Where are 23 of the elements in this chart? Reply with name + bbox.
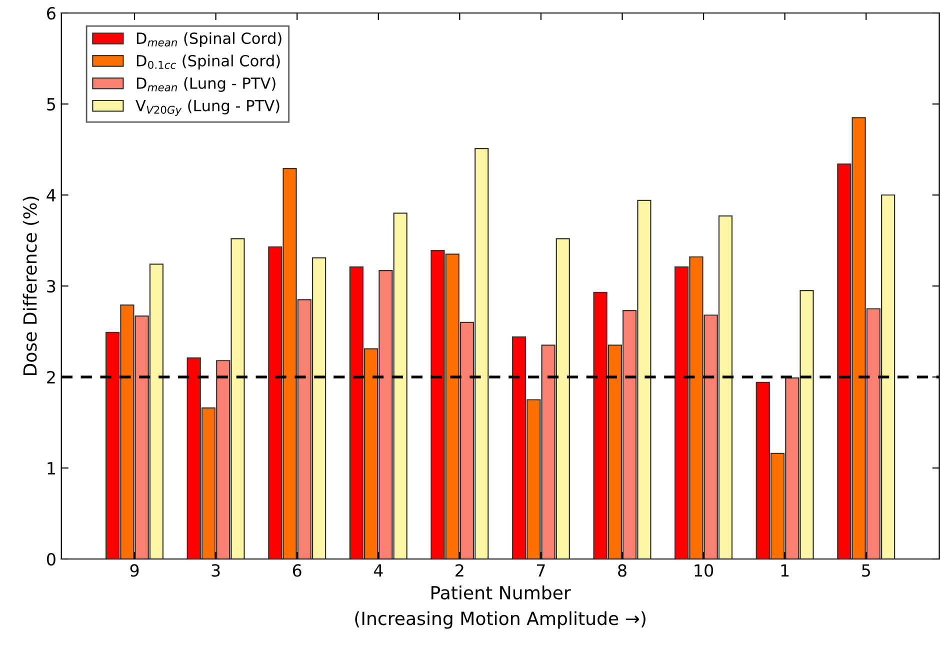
y-tick-label: 1: [48, 462, 55, 474]
y-tick-label: 4: [46, 189, 56, 202]
y-tick-label: 2: [47, 370, 55, 384]
y-tick-label: 0: [46, 552, 56, 566]
legend-label: V$_{V20Gy}$ (Lung - PTV): [136, 100, 280, 116]
x-tick-label: 1: [781, 564, 789, 577]
legend-label: D$_{mean}$ (Spinal Cord): [136, 32, 282, 47]
x-tick-label: 8: [618, 564, 626, 577]
x-tick-label: 5: [862, 564, 870, 577]
x-tick-label: 3: [212, 564, 220, 577]
x-axis-title: Patient Number (Increasing Motion Amplitude →): [355, 586, 646, 629]
x-tick-label: 6: [292, 564, 302, 577]
legend-label: D$_{mean}$ (Lung - PTV): [136, 77, 276, 92]
x-tick-label: 2: [456, 564, 464, 577]
y-tick-label: 3: [47, 280, 56, 293]
x-tick-label: 9: [130, 564, 139, 577]
legend-label: D$_{0.1cc}$ (Spinal Cord): [136, 54, 280, 70]
y-tick-label: 5: [47, 98, 56, 111]
y-tick-label: 6: [47, 6, 56, 20]
x-tick-label: 7: [537, 564, 545, 577]
x-tick-label: 10: [694, 564, 714, 577]
y-axis-title: Dose Difference (%): [22, 196, 39, 375]
x-tick-label: 4: [374, 564, 383, 577]
